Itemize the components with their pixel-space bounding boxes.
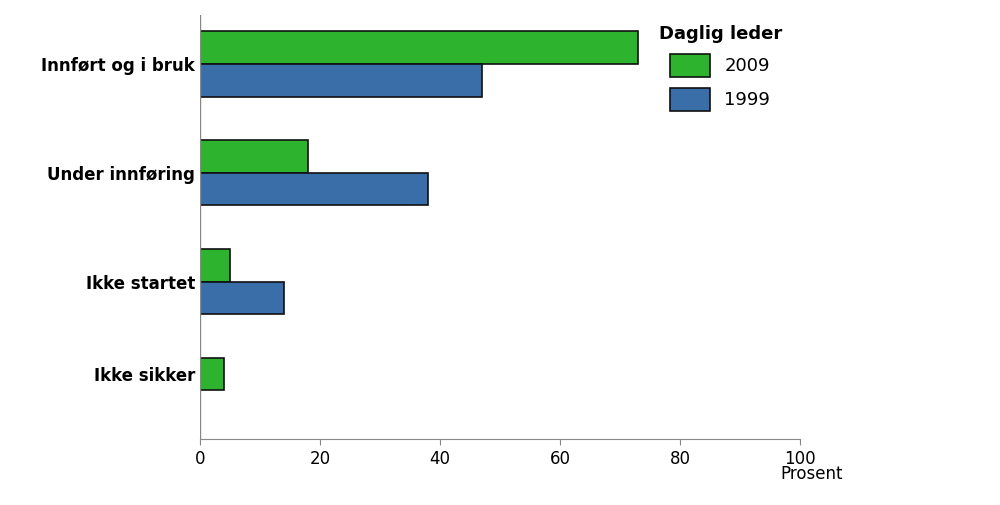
Bar xyxy=(200,140,308,173)
Legend: 2009, 1999: 2009, 1999 xyxy=(650,16,791,120)
Bar xyxy=(200,31,638,64)
Bar xyxy=(200,249,230,282)
Bar xyxy=(200,64,482,97)
Bar xyxy=(200,358,224,390)
Bar xyxy=(200,173,428,206)
X-axis label: Prosent: Prosent xyxy=(781,465,843,483)
Bar xyxy=(200,282,284,314)
